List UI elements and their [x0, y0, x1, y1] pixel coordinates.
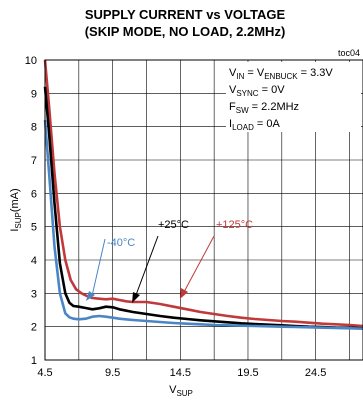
series-lines [43, 59, 363, 330]
plot-frame [44, 59, 363, 361]
x-tick-label: 14.5 [170, 367, 191, 379]
y-tick-label: 10 [25, 55, 37, 67]
y-tick-label: 3 [31, 288, 37, 300]
condition-line-3: FSW = 2.2MHz [229, 101, 299, 115]
callout-line-plus25 [135, 235, 159, 296]
callout-arrow-plus25 [132, 292, 140, 303]
callout-label-plus25: +25°C [158, 219, 189, 231]
condition-line-2: VSYNC = 0V [229, 84, 285, 98]
condition-line-1: VIN = VENBUCK = 3.3V [229, 67, 333, 81]
y-tick-label: 1 [31, 355, 37, 367]
callout-arrow-minus40 [86, 291, 95, 301]
y-tick-label: 4 [31, 255, 37, 267]
series-line [43, 59, 363, 328]
y-axis-label: ISUP(mA) [9, 188, 23, 231]
callout-line-plus125 [183, 235, 215, 293]
chart-title-line1: SUPPLY CURRENT vs VOLTAGE [85, 7, 286, 22]
conditions-block: VIN = VENBUCK = 3.3V VSYNC = 0V FSW = 2.… [229, 67, 333, 132]
grid [45, 60, 363, 360]
y-tick-label: 9 [31, 88, 37, 100]
conditions-backdrop [226, 62, 361, 132]
y-tick-label: 2 [31, 322, 37, 334]
y-tick-label: 5 [31, 222, 37, 234]
y-tick-label: 7 [31, 155, 37, 167]
x-axis-label: VSUP [169, 384, 193, 398]
condition-line-4: ILOAD = 0A [229, 118, 281, 132]
x-tick-label: 9.5 [105, 367, 120, 379]
series-line [43, 119, 363, 330]
callout-line-minus40 [91, 238, 106, 297]
tick-labels: 1 2 3 4 5 6 7 8 9 10 4.5 9.5 14.5 19.5 24.5 [25, 55, 327, 379]
x-tick-label: 4.5 [37, 367, 52, 379]
y-tick-label: 8 [31, 122, 37, 134]
callout-label-minus40: -40°C [107, 237, 135, 249]
y-tick-label: 6 [31, 188, 37, 200]
callout-arrow-plus125 [180, 288, 188, 299]
figure-code: toc04 [338, 48, 360, 58]
chart-title-line2: (SKIP MODE, NO LOAD, 2.2MHz) [85, 24, 286, 39]
callout-label-plus125: +125°C [216, 219, 253, 231]
x-tick-label: 24.5 [305, 367, 326, 379]
x-tick-label: 19.5 [237, 367, 258, 379]
series-callouts: -40°C +25°C +125°C [86, 219, 253, 303]
